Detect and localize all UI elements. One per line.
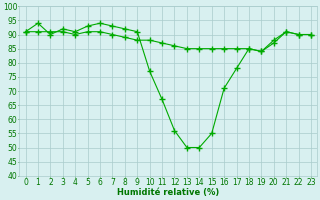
X-axis label: Humidité relative (%): Humidité relative (%) [117,188,220,197]
